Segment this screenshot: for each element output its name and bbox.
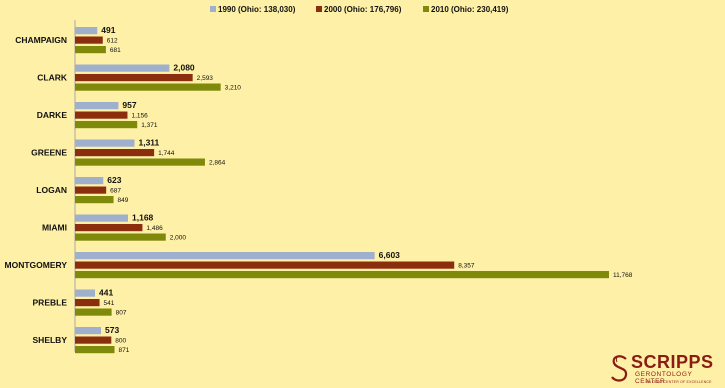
bar-3 (75, 346, 115, 354)
bar-1 (75, 177, 104, 185)
value-label: 681 (110, 47, 121, 54)
value-label: 1,371 (141, 122, 158, 129)
value-label: 2,000 (170, 235, 187, 242)
value-label: 2,864 (209, 160, 226, 167)
legend: 1990 (Ohio: 138,030) 2000 (Ohio: 176,796)… (210, 5, 509, 14)
bar-1 (75, 289, 96, 297)
bar-3 (75, 196, 114, 204)
bar-3 (75, 158, 205, 166)
value-label: 1,744 (158, 150, 175, 157)
category-label: SHELBY (33, 335, 68, 345)
legend-swatch-1 (210, 6, 216, 12)
bar-2 (75, 299, 100, 307)
bar-1 (75, 27, 98, 35)
bar-3 (75, 233, 166, 241)
value-label: 2,593 (197, 75, 214, 82)
value-label: 11,768 (613, 272, 633, 279)
bar-3 (75, 46, 106, 54)
bar-1 (75, 327, 102, 335)
value-label: 957 (122, 100, 136, 110)
bar-3 (75, 308, 112, 316)
category-label: CLARK (37, 73, 68, 83)
value-label: 807 (116, 310, 127, 317)
bar-1 (75, 139, 135, 147)
value-label: 849 (118, 197, 129, 204)
category-label: LOGAN (36, 185, 67, 195)
value-label: 491 (101, 25, 115, 35)
bar-2 (75, 36, 103, 44)
category-label: MONTGOMERY (5, 260, 68, 270)
category-label: GREENE (31, 148, 67, 158)
bar-2 (75, 261, 455, 269)
legend-swatch-2 (316, 6, 322, 12)
scripps-s-icon (611, 355, 628, 382)
bar-2 (75, 74, 193, 82)
value-label: 573 (105, 325, 119, 335)
value-label: 871 (119, 347, 130, 354)
value-label: 612 (107, 38, 118, 45)
legend-label-2: 2000 (Ohio: 176,796) (324, 5, 402, 14)
value-label: 1,156 (131, 113, 148, 120)
legend-label-1: 1990 (Ohio: 138,030) (218, 5, 296, 14)
bar-1 (75, 214, 129, 222)
legend-swatch-3 (423, 6, 429, 12)
bar-2 (75, 111, 128, 119)
legend-label-3: 2010 (Ohio: 230,419) (431, 5, 509, 14)
category-label: PREBLE (33, 298, 68, 308)
bar-1 (75, 102, 119, 110)
value-label: 441 (99, 288, 113, 298)
bars (75, 27, 609, 354)
bar-2 (75, 186, 107, 194)
value-label: 2,080 (173, 63, 195, 73)
bar-2 (75, 336, 112, 344)
category-labels: CHAMPAIGN CLARK DARKE GREENE LOGAN MIAMI MONTG… (5, 35, 68, 345)
value-label: 1,311 (138, 138, 159, 148)
category-label: DARKE (37, 110, 68, 120)
value-label: 1,168 (132, 213, 154, 223)
bar-2 (75, 224, 143, 232)
category-label: MIAMI (42, 223, 67, 233)
value-label: 623 (107, 175, 121, 185)
bar-2 (75, 149, 155, 157)
value-label: 800 (115, 338, 126, 345)
bar-3 (75, 83, 221, 91)
value-label: 6,603 (379, 250, 401, 260)
value-label: 687 (110, 188, 121, 195)
logo-name: SCRIPPS (631, 352, 714, 372)
bar-3 (75, 271, 609, 279)
logo-subtitle: GERONTOLOGY CENTER (635, 371, 693, 385)
scripps-logo: SCRIPPS GERONTOLOGY CENTER AN OHIO CENTE… (605, 352, 723, 388)
bar-1 (75, 64, 170, 72)
value-label: 541 (104, 300, 115, 307)
value-label: 1,486 (146, 225, 163, 232)
value-label: 8,357 (458, 263, 475, 270)
logo-tagline: AN OHIO CENTER OF EXCELLENCE (646, 380, 712, 384)
bar-3 (75, 121, 138, 129)
bar-1 (75, 252, 375, 260)
category-label: CHAMPAIGN (15, 35, 67, 45)
value-label: 3,210 (225, 85, 242, 92)
